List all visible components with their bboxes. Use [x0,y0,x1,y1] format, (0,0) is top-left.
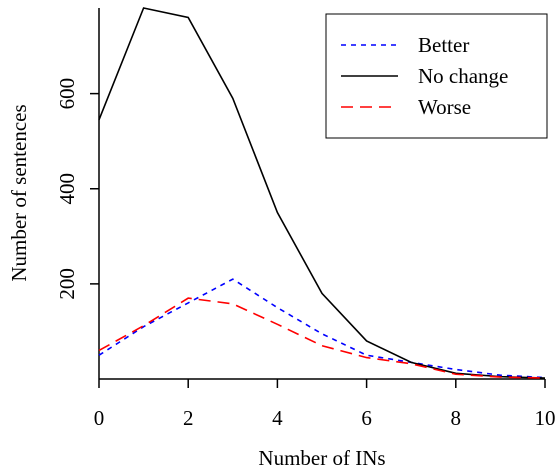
legend-label-worse: Worse [418,95,471,119]
y-axis-label: Number of sentences [7,104,31,281]
x-tick-label: 0 [94,406,105,430]
x-axis-label: Number of INs [258,446,385,470]
legend: Better No change Worse [325,13,548,139]
axes [98,8,545,380]
y-ticks: 200 400 600 [55,78,99,300]
x-tick-label: 8 [451,406,462,430]
x-tick-label: 6 [361,406,372,430]
y-tick-label: 400 [55,173,79,205]
series-lines [98,7,546,379]
legend-items: Better No change Worse [341,33,508,119]
legend-label-better: Better [418,33,469,57]
series-line-better [98,278,546,379]
x-tick-label: 10 [535,406,556,430]
series-line-worse [98,297,546,379]
x-ticks: 0 2 4 6 8 10 [94,379,556,430]
y-tick-label: 200 [55,268,79,300]
series-line-no-change [98,7,546,379]
x-tick-label: 4 [272,406,283,430]
x-tick-label: 2 [183,406,194,430]
y-tick-label: 600 [55,78,79,110]
legend-label-no-change: No change [418,64,508,88]
